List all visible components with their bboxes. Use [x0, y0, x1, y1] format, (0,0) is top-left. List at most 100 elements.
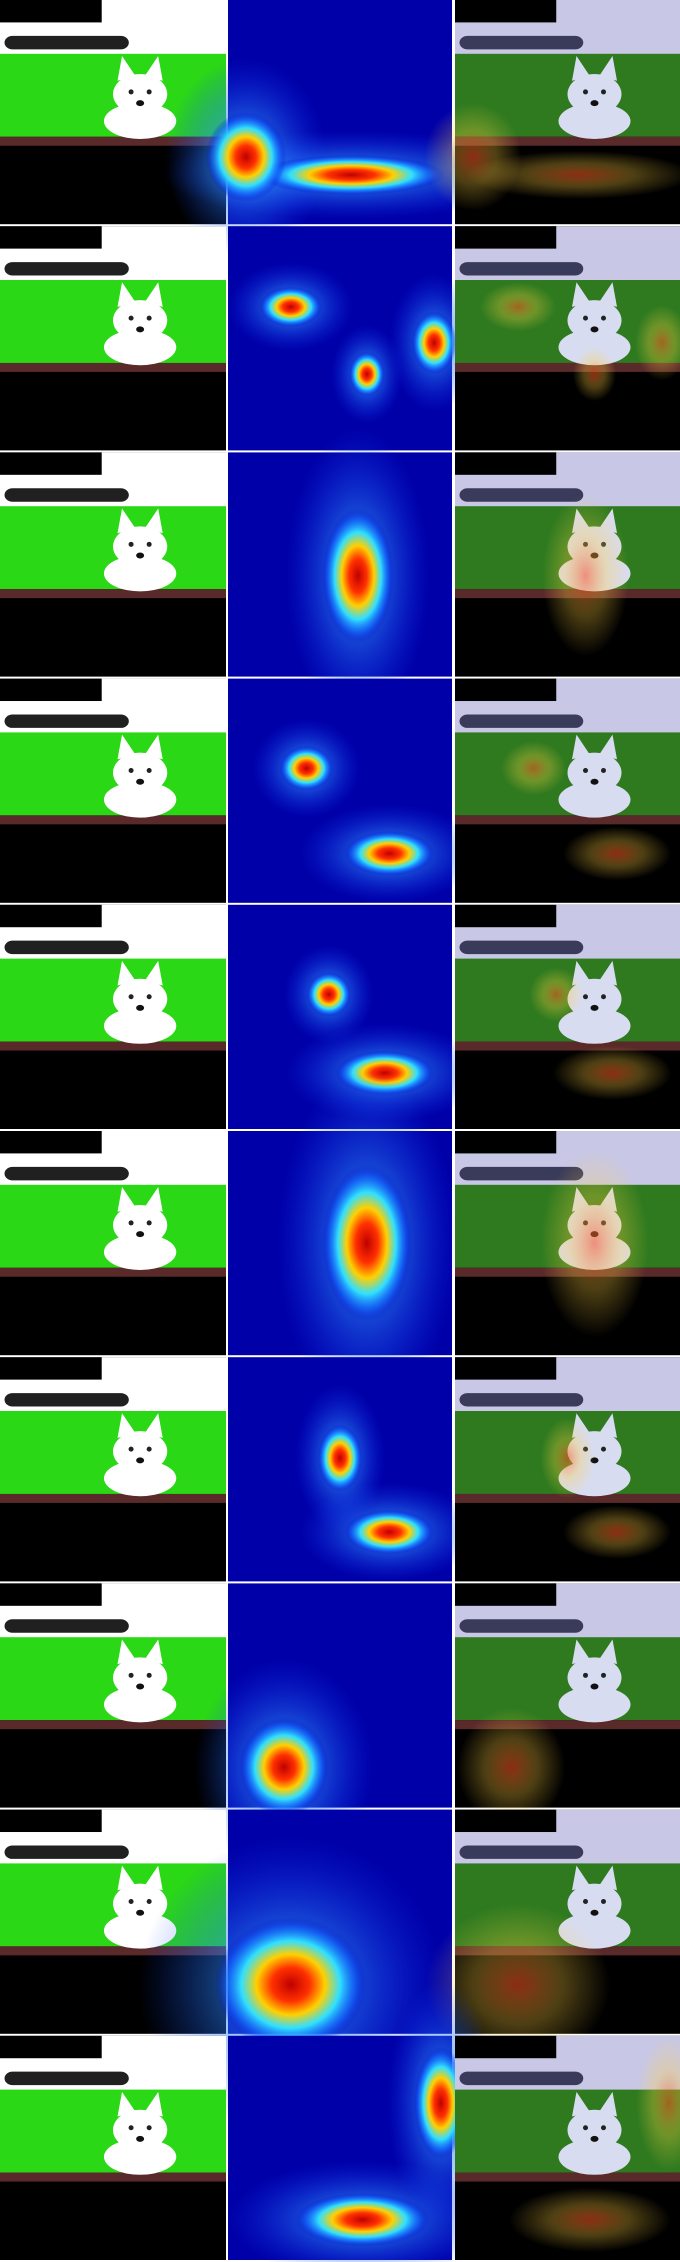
dark-corner	[0, 1809, 102, 1833]
dog-head	[112, 73, 168, 115]
overlay-spot	[563, 1505, 671, 1559]
heatmap-spot	[348, 351, 385, 397]
heatmap-spot	[322, 1164, 412, 1322]
grid-row	[0, 904, 680, 1129]
dog-ear	[572, 1865, 590, 1891]
dog-ear	[599, 1865, 617, 1891]
dog-eye	[128, 315, 134, 321]
dog-ear	[117, 1413, 136, 1438]
ledge	[0, 1946, 226, 1956]
dark-corner	[0, 0, 102, 23]
heatmap-spot	[344, 831, 435, 876]
dog-eye	[146, 1220, 152, 1226]
dog-ear	[599, 960, 617, 986]
dark-corner	[0, 226, 102, 249]
dog-ear	[117, 508, 136, 534]
dark-corner	[455, 1357, 557, 1380]
fence-bar	[459, 1619, 584, 1633]
dog-body	[558, 2138, 631, 2175]
dog-ear	[117, 2091, 136, 2117]
input-image	[0, 1357, 226, 1582]
overlay-spot	[572, 347, 617, 402]
overlay-image	[455, 678, 680, 903]
dog-ear	[572, 2091, 590, 2117]
dog-eye	[128, 541, 134, 547]
dog-eye	[128, 1899, 134, 1905]
heatmap-spot	[214, 1917, 367, 2052]
dark-corner	[0, 1131, 102, 1154]
dog-body	[103, 2138, 177, 2175]
heatmap-spot	[413, 2047, 468, 2160]
grid-row	[0, 1070, 680, 1416]
heatmap	[228, 1357, 479, 1582]
heatmap	[228, 904, 484, 1129]
dog-head	[112, 526, 168, 567]
heatmap-spot	[257, 154, 446, 196]
dog-eye	[583, 994, 588, 1000]
dog-ear	[144, 960, 163, 986]
dog-ear	[117, 282, 136, 307]
dog-head	[112, 752, 168, 793]
fence-bar	[459, 262, 584, 276]
dog-nose	[590, 1683, 599, 1690]
dog-ear	[572, 56, 590, 81]
fence-bar	[4, 35, 129, 50]
grid-row	[0, 1357, 680, 1582]
dog-eye	[601, 994, 606, 1000]
dog-eye	[146, 1899, 152, 1905]
dog-eye	[601, 768, 606, 774]
dog-nose	[590, 2135, 599, 2142]
heatmap	[228, 427, 452, 724]
dog-nose	[136, 1231, 145, 1238]
dark-corner	[455, 678, 557, 702]
dog-ear	[599, 1639, 617, 1665]
dog-body	[103, 1234, 177, 1271]
dog-eye	[146, 768, 152, 774]
dog-head	[567, 300, 622, 341]
dog-ear	[117, 1639, 136, 1665]
input-image	[0, 1131, 226, 1356]
fence-bar	[459, 2071, 584, 2086]
dog-ear	[144, 1187, 163, 1212]
ledge	[0, 2172, 226, 2182]
overlay-spot	[509, 2187, 671, 2252]
heatmap-spot	[259, 286, 323, 328]
ledge	[0, 1041, 226, 1051]
dog-head	[567, 2109, 622, 2151]
fence-bar	[4, 940, 129, 955]
dog-head	[112, 1657, 168, 1698]
dog-ear	[599, 734, 617, 760]
grid-row	[0, 1979, 680, 2262]
input-image	[0, 678, 226, 903]
dog-eye	[583, 768, 588, 774]
overlay-spot	[480, 282, 556, 332]
overlay-spot	[563, 826, 671, 881]
heatmap-spot	[295, 2192, 430, 2247]
dog-eye	[583, 89, 588, 95]
dog-nose	[136, 1909, 145, 1916]
dog-ear	[144, 508, 163, 534]
dog-eye	[128, 994, 134, 1000]
overlay-spot	[540, 1417, 595, 1499]
dog-eye	[601, 315, 606, 321]
dog-eye	[583, 1899, 588, 1905]
fence-bar	[459, 488, 584, 502]
dark-corner	[0, 678, 102, 702]
dog-eye	[601, 1446, 606, 1452]
dog-head	[567, 1657, 622, 1698]
dark-corner	[455, 2035, 557, 2059]
ledge	[455, 362, 680, 372]
dog-eye	[601, 89, 606, 95]
dog-body	[558, 1686, 631, 1723]
ledge	[0, 136, 226, 146]
overlay-spot	[635, 305, 680, 381]
ledge	[455, 1720, 680, 1730]
dog-nose	[136, 326, 145, 333]
dog-eye	[146, 2125, 152, 2131]
fence-bar	[4, 1845, 129, 1859]
dog-ear	[117, 56, 136, 81]
input-image	[0, 1583, 226, 1808]
dog-eye	[601, 1672, 606, 1678]
heatmap-spot	[239, 1717, 329, 1817]
